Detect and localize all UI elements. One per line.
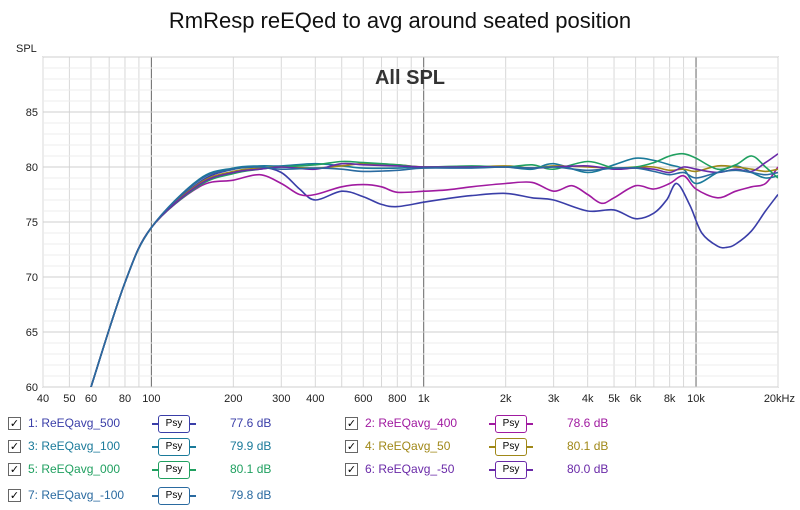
- legend-line-swatch: [152, 446, 158, 448]
- x-tick-label: 800: [388, 393, 406, 405]
- y-tick-label: 70: [26, 272, 38, 284]
- x-tick-label: 80: [119, 393, 131, 405]
- x-tick-label: 400: [306, 393, 324, 405]
- legend-label: 5: ReEQavg_000: [28, 462, 121, 476]
- legend-item-3: ✓ 3: ReEQavg_100 Psy 79.9 dB: [8, 438, 328, 458]
- series-visibility-checkbox[interactable]: ✓: [345, 463, 358, 476]
- legend-line-swatch: [489, 423, 495, 425]
- legend-item-5: ✓ 5: ReEQavg_000 Psy 80.1 dB: [8, 461, 328, 481]
- legend-value: 78.6 dB: [567, 416, 609, 430]
- x-tick-label: 60: [85, 393, 97, 405]
- y-tick-label: 80: [26, 162, 38, 174]
- series-line-7: [90, 166, 778, 387]
- legend-line-swatch: [190, 446, 196, 448]
- legend-label: 6: ReEQavg_-50: [365, 462, 455, 476]
- x-tick-label: 4k: [582, 393, 594, 405]
- x-tick-label: 1k: [418, 393, 430, 405]
- legend-line-swatch: [190, 469, 196, 471]
- legend-line-swatch: [489, 469, 495, 471]
- x-tick-label: 10k: [687, 393, 705, 405]
- legend-line-swatch: [489, 446, 495, 448]
- series-line-2: [90, 166, 778, 387]
- legend-line-swatch: [527, 423, 533, 425]
- y-tick-label: 60: [26, 382, 38, 394]
- y-tick-label: 65: [26, 327, 38, 339]
- legend-value: 80.0 dB: [567, 462, 609, 476]
- series-visibility-checkbox[interactable]: ✓: [8, 440, 21, 453]
- legend-line-swatch: [527, 446, 533, 448]
- series-visibility-checkbox[interactable]: ✓: [345, 417, 358, 430]
- legend-line-swatch: [190, 423, 196, 425]
- x-tick-label: 200: [224, 393, 242, 405]
- legend-label: 7: ReEQavg_-100: [28, 488, 125, 502]
- psy-button[interactable]: Psy: [158, 415, 190, 433]
- legend-line-swatch: [152, 423, 158, 425]
- legend-label: 1: ReEQavg_500: [28, 416, 121, 430]
- spl-chart: SPL All SPL 60 65 70 75 80 85 40 50 60 80 100 200 3…: [16, 43, 795, 405]
- legend-label: 2: ReEQavg_400: [365, 416, 458, 430]
- series-visibility-checkbox[interactable]: ✓: [8, 417, 21, 430]
- series-visibility-checkbox[interactable]: ✓: [8, 463, 21, 476]
- x-tick-label: 100: [142, 393, 160, 405]
- y-tick-label: 85: [26, 107, 38, 119]
- legend-label: 3: ReEQavg_100: [28, 439, 121, 453]
- legend-item-4: ✓ 4: ReEQavg_50 Psy 80.1 dB: [345, 438, 665, 458]
- legend-item-7: ✓ 7: ReEQavg_-100 Psy 79.8 dB: [8, 487, 328, 507]
- legend-line-swatch: [152, 469, 158, 471]
- legend-value: 80.1 dB: [230, 462, 272, 476]
- legend-line-swatch: [190, 495, 196, 497]
- legend-value: 79.8 dB: [230, 488, 272, 502]
- x-tick-label: 600: [354, 393, 372, 405]
- x-tick-label: 3k: [548, 393, 560, 405]
- legend-line-swatch: [152, 495, 158, 497]
- series-visibility-checkbox[interactable]: ✓: [345, 440, 358, 453]
- x-tick-label: 40: [37, 393, 49, 405]
- y-axis-label: SPL: [16, 43, 37, 55]
- legend-value: 79.9 dB: [230, 439, 272, 453]
- legend-item-1: ✓ 1: ReEQavg_500 Psy 77.6 dB: [8, 415, 328, 435]
- x-tick-label: 8k: [664, 393, 676, 405]
- legend-label: 4: ReEQavg_50: [365, 439, 451, 453]
- psy-button[interactable]: Psy: [495, 415, 527, 433]
- x-tick-label: 2k: [500, 393, 512, 405]
- chart-title: RmResp reEQed to avg around seated posit…: [168, 8, 632, 33]
- legend-item-6: ✓ 6: ReEQavg_-50 Psy 80.0 dB: [345, 461, 665, 481]
- legend-value: 80.1 dB: [567, 439, 609, 453]
- y-tick-label: 75: [26, 217, 38, 229]
- x-tick-label: 50: [63, 393, 75, 405]
- x-tick-label: 300: [272, 393, 290, 405]
- x-tick-label: 6k: [630, 393, 642, 405]
- legend-line-swatch: [527, 469, 533, 471]
- legend: ✓ 1: ReEQavg_500 Psy 77.6 dB ✓ 2: ReEQavg_400…: [0, 410, 800, 510]
- series-visibility-checkbox[interactable]: ✓: [8, 489, 21, 502]
- psy-button[interactable]: Psy: [158, 487, 190, 505]
- x-tick-label: 5k: [608, 393, 620, 405]
- psy-button[interactable]: Psy: [495, 461, 527, 479]
- psy-button[interactable]: Psy: [495, 438, 527, 456]
- chart-subtitle: All SPL: [375, 67, 445, 89]
- legend-item-2: ✓ 2: ReEQavg_400 Psy 78.6 dB: [345, 415, 665, 435]
- legend-value: 77.6 dB: [230, 416, 272, 430]
- psy-button[interactable]: Psy: [158, 461, 190, 479]
- x-tick-label: 20kHz: [764, 393, 795, 405]
- psy-button[interactable]: Psy: [158, 438, 190, 456]
